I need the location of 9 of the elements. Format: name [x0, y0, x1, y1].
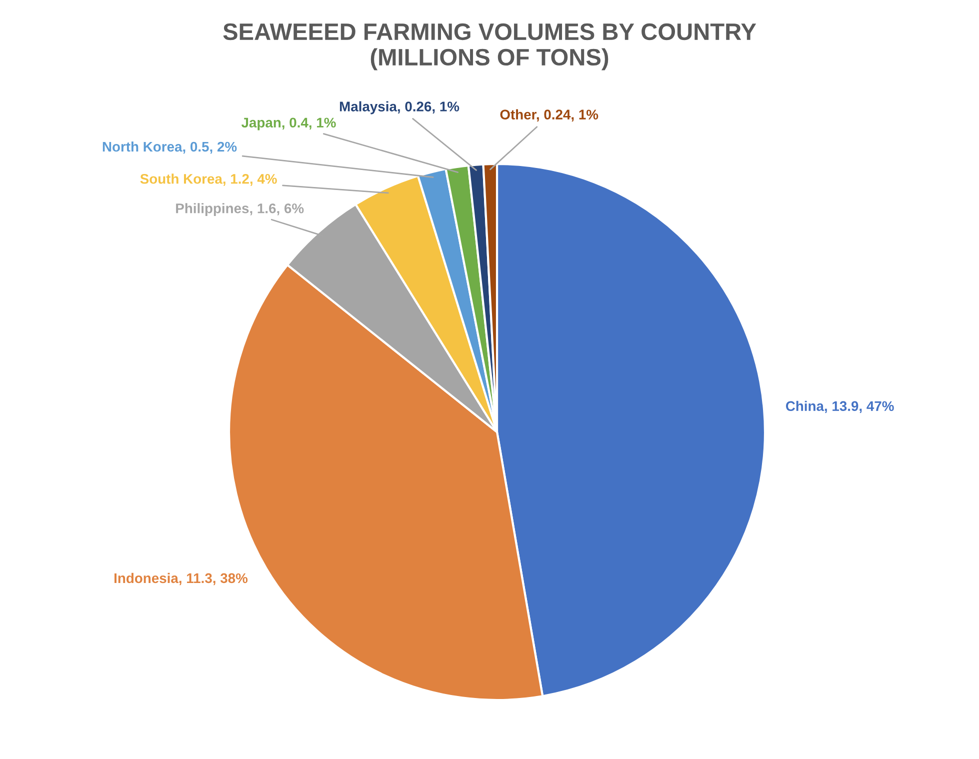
- chart-title: SEAWEEED FARMING VOLUMES BY COUNTRY (MILLIONS OF TONS): [223, 23, 756, 70]
- slice-label: China, 13.9, 47%: [786, 400, 894, 414]
- slice-label: Indonesia, 11.3, 38%: [114, 572, 248, 586]
- slice-label: Other, 0.24, 1%: [500, 109, 598, 122]
- slice-label: North Korea, 0.5, 2%: [102, 141, 237, 154]
- slice-label: South Korea, 1.2, 4%: [140, 174, 277, 186]
- slice-label: Philippines, 1.6, 6%: [176, 203, 304, 216]
- slice-label: Malaysia, 0.26, 1%: [340, 101, 460, 114]
- slice-label: Japan, 0.4, 1%: [241, 118, 336, 130]
